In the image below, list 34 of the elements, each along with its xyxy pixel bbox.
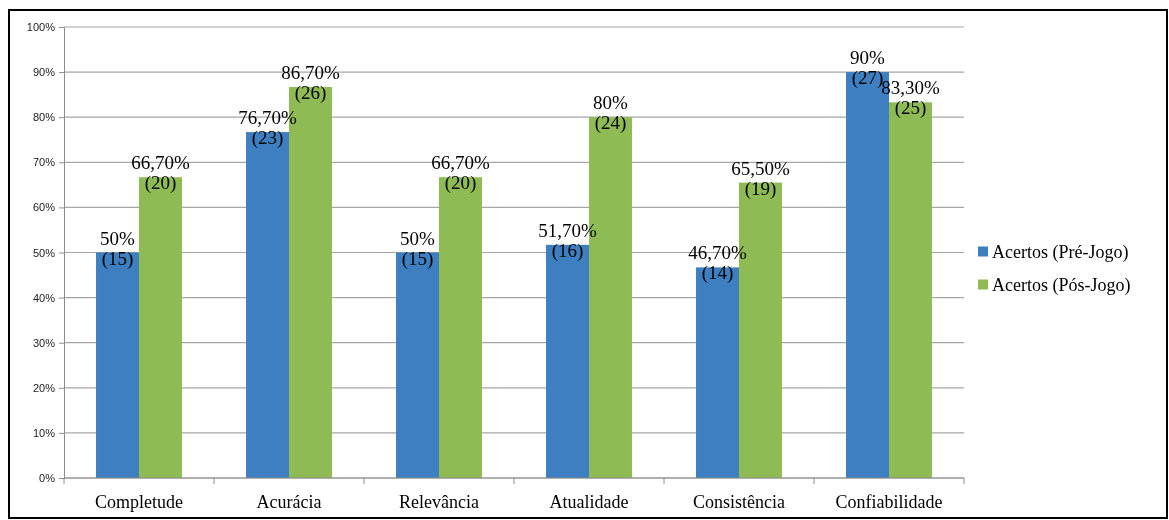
legend-label: Acertos (Pré-Jogo) (992, 241, 1129, 263)
data-label: 86,70% (26) (281, 61, 340, 104)
y-tick-label: 50% (32, 246, 56, 259)
x-tick-label: Consistência (693, 492, 785, 512)
data-label: 50% (15) (100, 227, 136, 270)
y-tick-label: 20% (32, 381, 56, 394)
y-tick-label: 0% (39, 472, 56, 485)
data-label: 66,70% (20) (431, 152, 490, 195)
bar (96, 252, 139, 478)
legend-label: Acertos (Pós-Jogo) (992, 274, 1131, 296)
y-tick-label: 70% (32, 156, 56, 169)
x-tick-label: Confiabilidade (835, 492, 943, 512)
bar (439, 177, 482, 478)
data-label: 65,50% (19) (731, 157, 790, 200)
y-tick-label: 90% (32, 66, 56, 79)
y-tick-label: 80% (32, 111, 56, 124)
bar (396, 252, 439, 478)
data-label: 66,70% (20) (131, 152, 190, 195)
y-tick-label: 100% (26, 21, 56, 34)
data-label: 80% (24) (593, 92, 629, 135)
x-tick-label: Acurácia (256, 492, 322, 512)
bar (139, 177, 182, 478)
x-tick-label: Completude (95, 492, 183, 512)
y-tick-label: 60% (32, 201, 56, 214)
y-tick-label: 40% (32, 291, 56, 304)
bar (246, 132, 289, 478)
bar (546, 244, 589, 478)
data-label: 50% (15) (400, 227, 436, 270)
y-tick-label: 30% (32, 336, 56, 349)
x-tick-label: Relevância (399, 492, 479, 512)
bar (889, 102, 932, 478)
bar (696, 267, 739, 478)
y-tick-label: 10% (32, 426, 56, 439)
x-tick-label: Atualidade (549, 492, 629, 512)
